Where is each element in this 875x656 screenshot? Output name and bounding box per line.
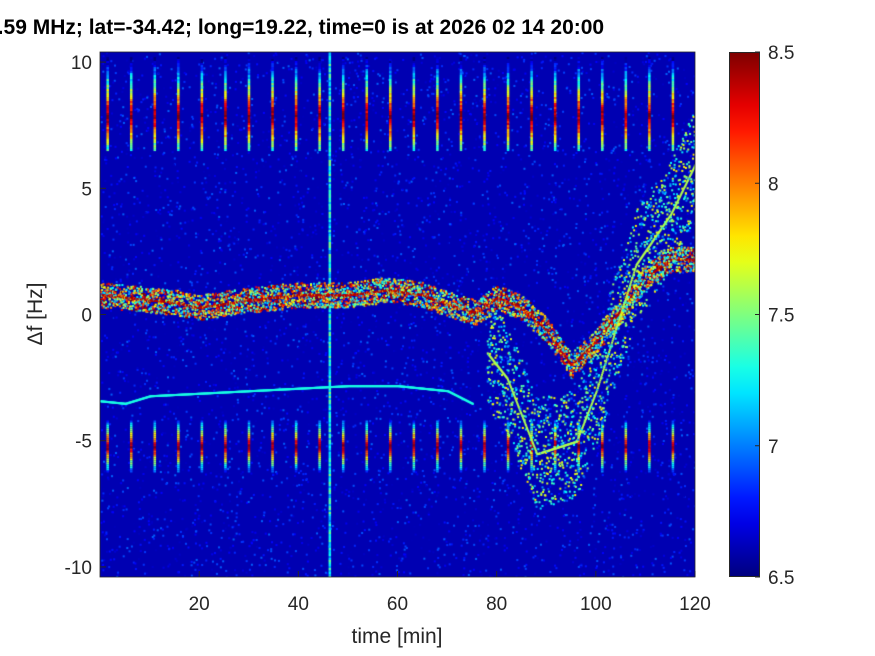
y-axis-label: Δf [Hz]: [24, 282, 47, 345]
x-tick-label: 40: [288, 594, 309, 615]
x-tick-label: 120: [679, 594, 711, 615]
colorbar-tick-label: 8.5: [768, 43, 794, 64]
colorbar-tick-label: 8: [768, 174, 779, 195]
colorbar-tick-label: 7.5: [768, 306, 794, 327]
x-axis-label: time [min]: [351, 625, 442, 648]
y-tick-label: -5: [75, 432, 92, 453]
y-tick-label: -10: [65, 558, 92, 579]
x-tick-label: 100: [580, 594, 612, 615]
y-tick-label: 0: [81, 306, 92, 327]
x-tick-label: 20: [189, 594, 210, 615]
chart-title: 3.59 MHz; lat=-34.42; long=19.22, time=0…: [0, 16, 605, 39]
x-tick-label: 80: [486, 594, 507, 615]
y-tick-label: 5: [81, 179, 92, 200]
plot-frame: [99, 51, 696, 578]
x-tick-label: 60: [387, 594, 408, 615]
colorbar-tick-label: 6.5: [768, 568, 794, 589]
y-tick-label: 10: [71, 53, 92, 74]
colorbar-tick-label: 7: [768, 437, 779, 458]
spectrogram-heatmap: [100, 52, 695, 577]
colorbar: [729, 52, 760, 577]
